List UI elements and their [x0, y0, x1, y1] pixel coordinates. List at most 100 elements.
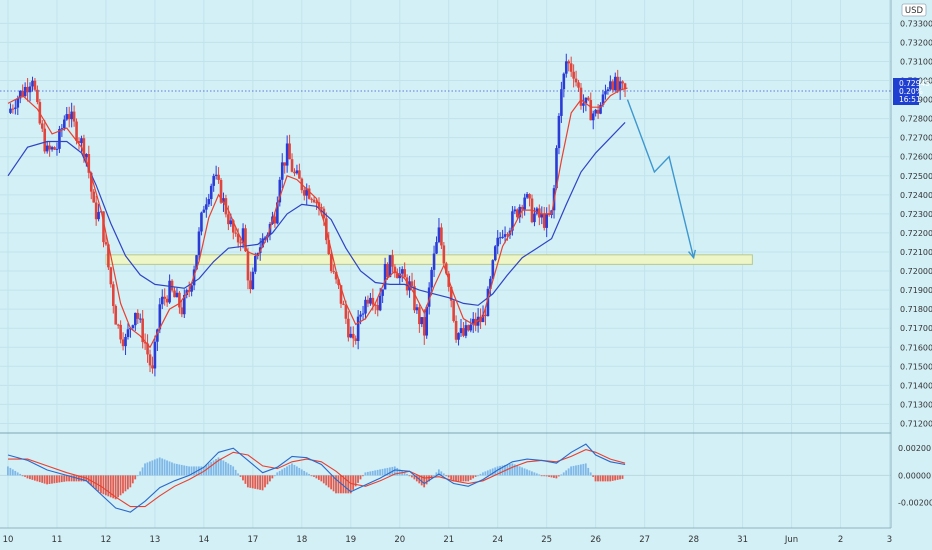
candle — [36, 85, 39, 105]
macd-axis[interactable]: 0.00200 0.00000 -0.00200 — [898, 444, 932, 507]
macd-histogram-bar — [149, 461, 151, 476]
macd-histogram-bar — [185, 465, 188, 476]
time-axis[interactable]: 10 11 12 13 14 17 18 19 20 21 24 25 26 27 28 31 Jun 2 3 — [3, 535, 893, 545]
macd-histogram-bar — [543, 475, 546, 477]
macd-histogram-bar — [131, 475, 134, 484]
macd-histogram-bar — [477, 475, 479, 477]
macd-histogram-bar — [305, 472, 308, 476]
macd-histogram-bar — [246, 475, 249, 488]
macd-histogram-bar — [51, 475, 53, 484]
time-tick-label: 24 — [492, 535, 503, 545]
candle — [432, 245, 436, 277]
support-zone[interactable] — [105, 254, 753, 265]
macd-histogram-bar — [300, 469, 303, 476]
candle — [97, 203, 100, 222]
macd-histogram-bar — [92, 475, 95, 488]
macd-histogram-bar — [48, 475, 51, 484]
candle — [48, 141, 51, 157]
price-tick-label: 0.71900 — [900, 286, 932, 295]
macd-histogram-bar — [428, 475, 430, 482]
time-tick-label: 28 — [688, 535, 699, 545]
candle — [560, 81, 563, 123]
macd-histogram-bar — [406, 473, 408, 476]
candle — [70, 102, 73, 128]
price-tick-label: 0.72300 — [900, 210, 932, 219]
candle — [28, 82, 32, 102]
candle — [102, 211, 105, 248]
macd-histogram-bar — [433, 475, 435, 477]
candle — [403, 262, 406, 278]
candle — [567, 59, 571, 72]
macd-histogram-bar — [366, 471, 369, 476]
macd-histogram-bar — [19, 473, 22, 476]
macd-histogram-bar — [310, 475, 313, 477]
macd-histogram-bar — [36, 475, 39, 482]
currency-label: USD — [901, 3, 927, 17]
macd-histogram-bar — [369, 471, 372, 476]
candle — [55, 142, 59, 156]
macd-histogram-bar — [269, 475, 271, 482]
candle — [148, 349, 152, 373]
candle — [599, 102, 602, 115]
macd-histogram-bar — [440, 471, 443, 476]
macd-histogram-bar — [533, 472, 536, 476]
macd-histogram-bar — [511, 463, 514, 476]
candle — [209, 183, 213, 207]
macd-histogram-bar — [565, 470, 568, 476]
candle — [594, 109, 597, 117]
candle — [312, 196, 316, 204]
macd-histogram-bar — [188, 466, 190, 476]
candle — [351, 326, 355, 348]
macd-signal-line[interactable] — [8, 449, 626, 508]
price-tick-label: 0.72100 — [900, 248, 932, 257]
macd-histogram-bar — [173, 463, 176, 476]
macd-histogram-bar — [207, 463, 210, 476]
forecast-arrow[interactable] — [626, 99, 695, 258]
ema-slow-line[interactable] — [7, 121, 626, 306]
ema-fast-line[interactable] — [7, 87, 628, 349]
macd-histogram-bar — [239, 475, 242, 477]
candle — [555, 145, 558, 190]
macd-histogram-bar — [384, 468, 386, 476]
macd-histogram-bar — [388, 467, 391, 476]
candle — [415, 304, 419, 314]
candle — [386, 262, 389, 280]
candle — [197, 227, 201, 261]
candle — [572, 64, 575, 88]
macd-histogram-bar — [553, 475, 555, 478]
candle — [528, 193, 531, 207]
macd-histogram-bar — [425, 475, 428, 485]
macd-histogram-bar — [577, 464, 580, 476]
candle — [398, 266, 402, 285]
candle — [545, 207, 548, 238]
candle — [442, 241, 446, 266]
candle — [146, 334, 149, 363]
candle — [342, 300, 345, 306]
time-tick-label: 20 — [394, 535, 405, 545]
candle — [23, 82, 27, 98]
candle — [623, 82, 627, 98]
support-zone-layer — [105, 254, 753, 265]
macd-histogram-bar — [330, 475, 333, 490]
macd-histogram-bar — [479, 473, 482, 476]
macd-histogram-bar — [332, 475, 335, 492]
candle — [205, 197, 208, 218]
macd-histogram-bar — [153, 459, 156, 476]
candle — [43, 119, 47, 154]
macd-histogram-bar — [281, 469, 284, 476]
candle — [437, 218, 441, 244]
macd-histogram-bar — [63, 475, 66, 482]
candle — [163, 288, 167, 306]
candle — [513, 206, 517, 215]
macd-histogram-bar — [589, 472, 592, 476]
candle — [400, 266, 404, 283]
macd-histogram-bar — [526, 469, 528, 476]
macd-histogram-bar — [545, 475, 548, 477]
macd-histogram-bar — [322, 475, 325, 484]
candle — [305, 183, 309, 205]
candle — [170, 279, 174, 293]
macd-histogram-bar — [528, 470, 531, 476]
time-tick-label: 18 — [296, 535, 307, 545]
macd-line[interactable] — [7, 443, 626, 513]
